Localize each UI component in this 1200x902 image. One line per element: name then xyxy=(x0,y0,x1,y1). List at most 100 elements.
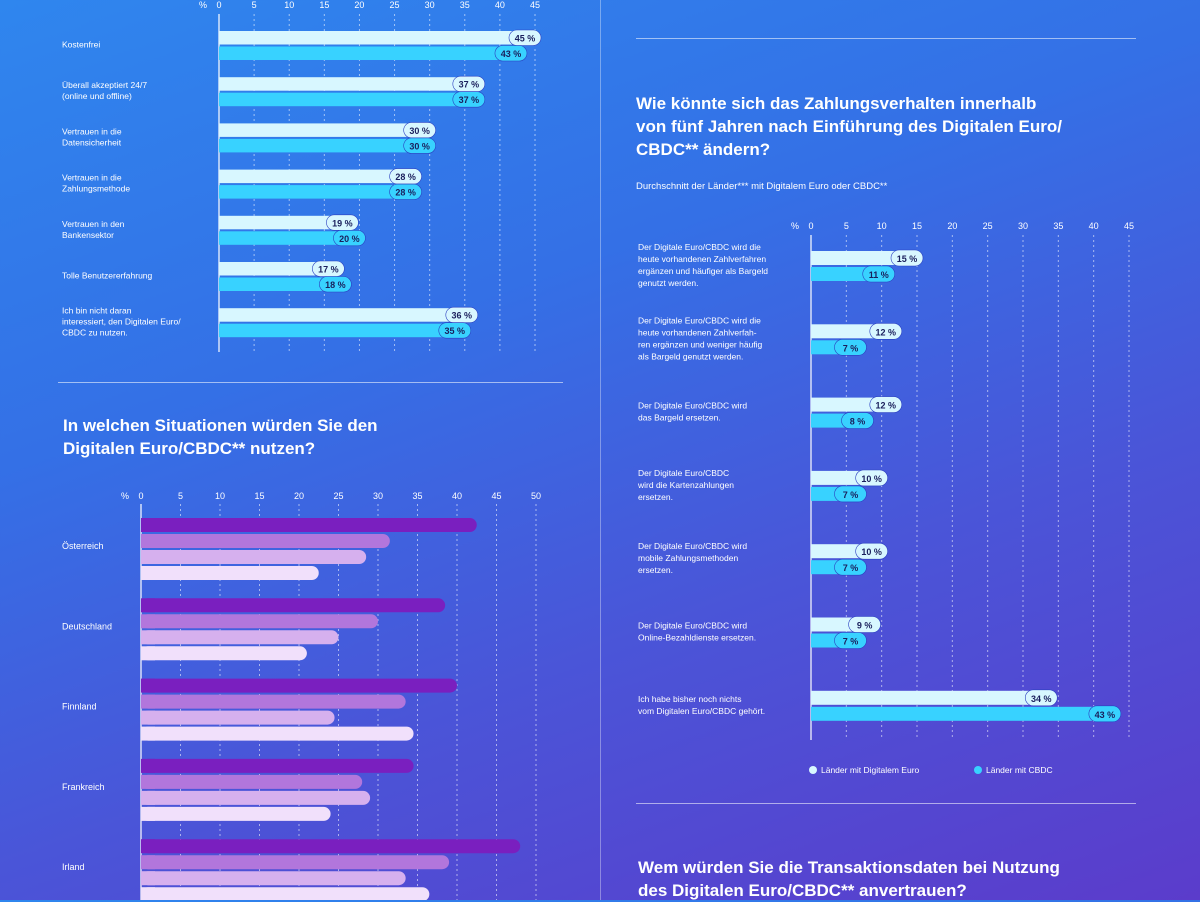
data-label: 34 % xyxy=(1031,694,1052,704)
value-pill xyxy=(403,137,436,154)
category-label: Vertrauen in die xyxy=(62,126,122,136)
legend-marker xyxy=(974,766,982,774)
category-label: Der Digitale Euro/CBDC wird xyxy=(638,541,747,551)
bar-square-start xyxy=(141,887,155,900)
bar xyxy=(219,169,416,184)
bar xyxy=(141,839,521,854)
bar xyxy=(219,123,430,137)
bar xyxy=(141,550,367,564)
situations-chart: % 0 5 10 15 20 25 30 35 40 45 50 Österreich Deutschla… xyxy=(62,491,541,900)
x-tick-label: 30 xyxy=(1018,221,1028,231)
bar-square-start xyxy=(141,774,155,789)
situations-title: In welchen Situationen würden Sie den Di… xyxy=(63,414,378,460)
category-label: Deutschland xyxy=(62,621,112,631)
trust-title-line-1: Wem würden Sie die Transaktionsdaten bei… xyxy=(638,858,1060,877)
category-label: Österreich xyxy=(62,541,104,551)
category-label: wird die Kartenzahlungen xyxy=(637,480,734,490)
bar-square-start xyxy=(141,726,155,741)
category-label: Finnland xyxy=(62,702,97,712)
category-label: Der Digitale Euro/CBDC wird xyxy=(638,401,747,411)
category-label: Ich habe bisher noch nichts xyxy=(638,694,741,704)
category-label: Vertrauen in die xyxy=(62,173,122,183)
value-pill xyxy=(438,322,472,339)
bar xyxy=(141,598,446,613)
value-pill xyxy=(834,339,867,356)
x-tick-label: 45 xyxy=(491,491,501,501)
bar xyxy=(141,871,406,886)
category-label: vom Digitalen Euro/CBDC gehört. xyxy=(638,706,765,716)
data-label: 43 % xyxy=(1095,710,1116,720)
value-pill xyxy=(834,558,867,576)
bar xyxy=(219,185,416,199)
data-label: 37 % xyxy=(459,95,480,105)
data-label: 10 % xyxy=(861,474,882,484)
category-label: Tolle Benutzererfahrung xyxy=(62,271,153,281)
category-label: Frankreich xyxy=(62,782,105,792)
x-tick-label: 40 xyxy=(1089,221,1099,231)
x-tick-label: 5 xyxy=(252,0,257,10)
bar xyxy=(219,46,521,60)
data-label: 36 % xyxy=(452,311,473,321)
data-label: 8 % xyxy=(850,417,866,427)
x-tick-label: 20 xyxy=(354,0,364,10)
axis-unit-label: % xyxy=(121,491,129,501)
data-label: 7 % xyxy=(843,637,859,647)
legend-label: Länder mit Digitalem Euro xyxy=(821,765,920,775)
value-pill xyxy=(319,276,352,293)
bar xyxy=(219,262,339,276)
category-label: Online-Bezahldienste ersetzen. xyxy=(638,633,756,643)
category-label: ersetzen. xyxy=(638,565,673,575)
divider-left-1 xyxy=(58,382,563,383)
x-tick-label: 30 xyxy=(373,491,383,501)
data-label: 12 % xyxy=(876,327,897,337)
x-tick-label: 35 xyxy=(412,491,422,501)
x-tick-label: 40 xyxy=(452,491,462,501)
value-pill xyxy=(834,632,867,649)
x-tick-label: 35 xyxy=(1053,221,1063,231)
column-separator xyxy=(600,0,601,900)
data-label: 15 % xyxy=(897,254,918,264)
value-pill xyxy=(494,45,528,62)
value-pill xyxy=(333,230,366,247)
bar-square-start xyxy=(141,839,155,854)
x-tick-label: 5 xyxy=(178,491,183,501)
value-pill xyxy=(841,412,874,429)
value-pill xyxy=(848,616,881,633)
bar xyxy=(219,31,535,45)
bar xyxy=(219,231,360,245)
data-label: 10 % xyxy=(861,547,882,557)
value-pill xyxy=(1088,705,1122,723)
data-label: 7 % xyxy=(843,563,859,573)
category-label: Kostenfrei xyxy=(62,40,100,50)
value-pill xyxy=(855,542,888,560)
category-label: genutzt werden. xyxy=(638,278,698,288)
bar xyxy=(219,308,472,322)
data-label: 19 % xyxy=(332,218,353,228)
category-label: Irland xyxy=(62,862,85,872)
axis-unit-label: % xyxy=(791,221,799,231)
behavior-title-line-2: von fünf Jahren nach Einführung des Digi… xyxy=(636,117,1062,136)
x-tick-label: 10 xyxy=(284,0,294,10)
category-label: das Bargeld ersetzen. xyxy=(638,413,721,423)
data-label: 7 % xyxy=(843,490,859,500)
x-tick-label: 25 xyxy=(983,221,993,231)
bar xyxy=(141,806,331,821)
value-pill xyxy=(834,485,867,503)
value-pill xyxy=(869,323,903,340)
bar-square-start xyxy=(141,790,155,805)
bar xyxy=(141,534,390,548)
bar-square-start xyxy=(141,614,155,629)
reasons-chart: % 0 5 10 15 20 25 30 35 40 45 Kostenfrei 45 % 43 % Übe… xyxy=(62,0,542,352)
data-label: 20 % xyxy=(339,234,360,244)
x-tick-label: 0 xyxy=(216,0,221,10)
category-label: interessiert, den Digitalen Euro/ xyxy=(62,317,181,327)
category-label: mobile Zahlungsmethoden xyxy=(638,553,738,563)
bar-square-start xyxy=(141,694,155,709)
bar xyxy=(141,678,457,693)
bar-square-start xyxy=(141,871,155,886)
bar xyxy=(219,77,479,91)
bar-square-start xyxy=(141,710,155,725)
bar xyxy=(219,277,346,291)
behavior-title-line-1: Wie könnte sich das Zahlungsverhalten in… xyxy=(636,94,1037,113)
category-label: Ich bin nicht daran xyxy=(62,306,132,316)
